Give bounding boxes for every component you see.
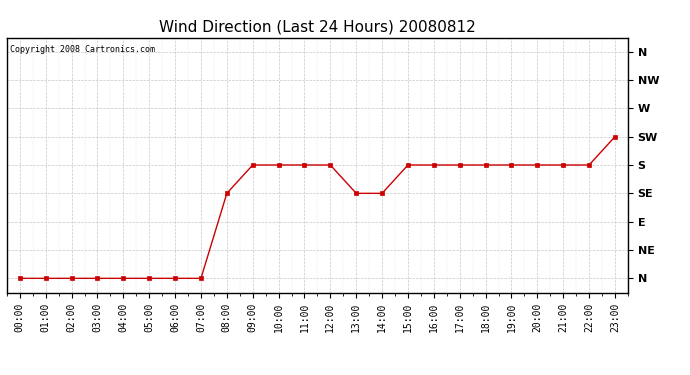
Title: Wind Direction (Last 24 Hours) 20080812: Wind Direction (Last 24 Hours) 20080812 — [159, 20, 476, 35]
Text: Copyright 2008 Cartronics.com: Copyright 2008 Cartronics.com — [10, 45, 155, 54]
